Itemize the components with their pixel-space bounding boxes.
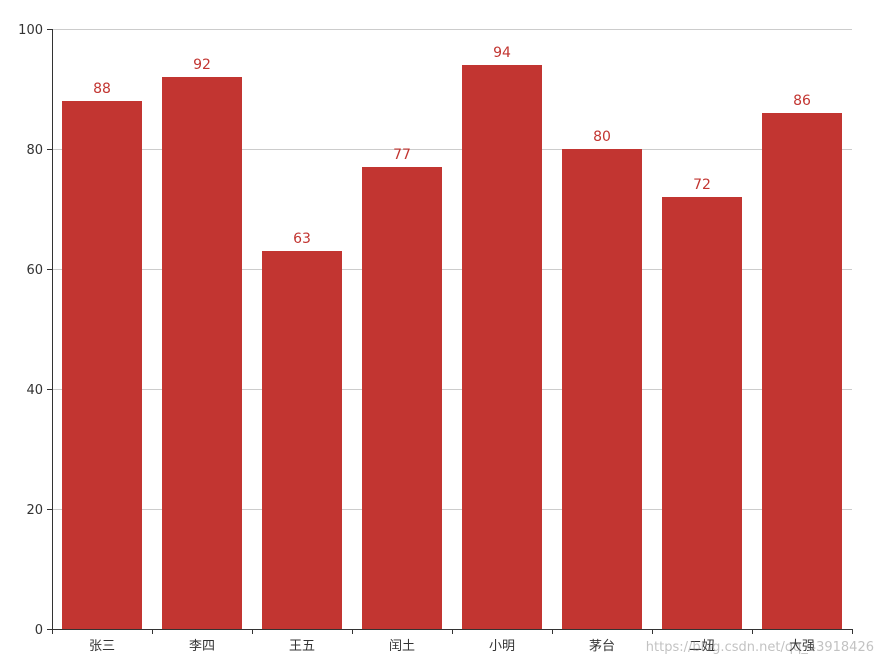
x-tick-label: 大强 [789,639,815,654]
watermark: https://blog.csdn.net/qq_43918426 [645,640,874,655]
bar [762,113,842,629]
bars [62,65,842,629]
x-tick-label: 二妞 [689,639,715,654]
y-tick-label: 80 [26,143,43,158]
data-labels: 88 92 63 77 94 80 72 86 [93,45,811,247]
x-tick-label: 王五 [289,639,315,654]
y-tick-label: 20 [26,503,43,518]
bar [462,65,542,629]
y-tick-label: 40 [26,383,43,398]
data-label: 63 [293,231,311,247]
y-tick-label: 100 [18,23,43,38]
data-label: 77 [393,147,411,163]
x-tick-label: 张三 [89,639,115,654]
x-tick-label: 小明 [489,639,515,654]
bar [662,197,742,629]
axes: 0 20 40 60 80 100 张三 李四 王五 闰土 小明 茅台 二妞 大强 [18,23,853,654]
bar [162,77,242,629]
data-label: 92 [193,57,211,73]
bar [262,251,342,629]
bar [62,101,142,629]
bar [562,149,642,629]
bar [362,167,442,629]
data-label: 72 [693,177,711,193]
data-label: 88 [93,81,111,97]
x-tick-label: 闰土 [389,639,415,654]
y-tick-label: 0 [35,623,43,638]
data-label: 86 [793,93,811,109]
data-label: 80 [593,129,611,145]
x-tick-label: 李四 [189,639,215,654]
x-tick-label: 茅台 [589,639,615,654]
data-label: 94 [493,45,511,61]
y-tick-label: 60 [26,263,43,278]
